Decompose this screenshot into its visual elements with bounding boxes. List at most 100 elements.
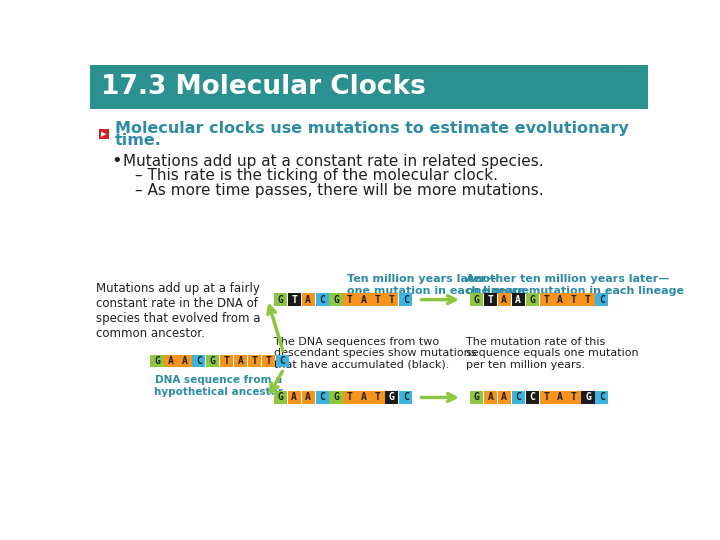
FancyBboxPatch shape [385,294,398,306]
FancyBboxPatch shape [498,392,510,403]
FancyBboxPatch shape [287,294,301,306]
Text: A: A [361,295,367,305]
Text: A: A [516,295,521,305]
FancyBboxPatch shape [372,294,384,306]
Text: T: T [487,295,493,305]
Text: A: A [557,295,563,305]
Text: T: T [571,393,577,402]
FancyBboxPatch shape [581,392,595,403]
FancyBboxPatch shape [343,294,356,306]
FancyBboxPatch shape [274,392,287,403]
FancyBboxPatch shape [179,355,192,367]
Text: A: A [501,295,507,305]
Text: T: T [375,393,381,402]
Text: C: C [529,393,535,402]
Text: T: T [389,295,395,305]
Text: C: C [403,295,409,305]
FancyBboxPatch shape [567,392,580,403]
Text: C: C [319,295,325,305]
FancyBboxPatch shape [330,392,343,403]
Text: G: G [474,295,480,305]
Text: A: A [361,393,367,402]
FancyBboxPatch shape [90,65,648,110]
Text: – As more time passes, there will be more mutations.: – As more time passes, there will be mor… [135,183,544,198]
Text: A: A [487,393,493,402]
FancyBboxPatch shape [164,355,178,367]
FancyBboxPatch shape [192,355,205,367]
FancyBboxPatch shape [498,294,510,306]
Text: C: C [319,393,325,402]
FancyBboxPatch shape [526,392,539,403]
Text: T: T [375,295,381,305]
FancyBboxPatch shape [399,294,413,306]
FancyBboxPatch shape [357,294,371,306]
Text: G: G [154,356,160,366]
FancyBboxPatch shape [554,294,567,306]
Text: G: G [333,393,339,402]
Text: G: G [277,393,283,402]
Text: A: A [557,393,563,402]
FancyBboxPatch shape [385,392,398,403]
Text: A: A [182,356,188,366]
Text: G: G [474,393,480,402]
Text: C: C [196,356,202,366]
Text: 17.3 Molecular Clocks: 17.3 Molecular Clocks [101,74,426,100]
FancyBboxPatch shape [287,392,301,403]
Text: The mutation rate of this
sequence equals one mutation
per ten million years.: The mutation rate of this sequence equal… [466,336,639,370]
FancyBboxPatch shape [343,392,356,403]
Text: Another ten million years later—
one more mutation in each lineage: Another ten million years later— one mor… [466,274,684,296]
FancyBboxPatch shape [399,392,413,403]
Text: C: C [279,356,286,366]
FancyBboxPatch shape [484,294,497,306]
FancyBboxPatch shape [372,392,384,403]
Text: A: A [292,393,297,402]
FancyBboxPatch shape [512,294,525,306]
FancyBboxPatch shape [234,355,248,367]
FancyBboxPatch shape [512,392,525,403]
FancyBboxPatch shape [274,294,287,306]
FancyBboxPatch shape [150,355,163,367]
FancyBboxPatch shape [315,294,329,306]
Text: G: G [585,393,591,402]
Text: G: G [210,356,216,366]
FancyBboxPatch shape [484,392,497,403]
Text: T: T [347,295,353,305]
Text: G: G [333,295,339,305]
Text: Mutations add up at a fairly
constant rate in the DNA of
species that evolved fr: Mutations add up at a fairly constant ra… [96,282,261,340]
Text: G: G [389,393,395,402]
Text: T: T [224,356,230,366]
Text: A: A [305,393,311,402]
Text: T: T [266,356,271,366]
Text: A: A [305,295,311,305]
FancyBboxPatch shape [357,392,371,403]
FancyBboxPatch shape [248,355,261,367]
Text: G: G [529,295,535,305]
Text: ▶: ▶ [102,131,107,137]
Text: C: C [599,295,605,305]
Text: T: T [292,295,297,305]
FancyBboxPatch shape [302,294,315,306]
Text: The DNA sequences from two
descendant species show mutations
that have accumulat: The DNA sequences from two descendant sp… [274,336,476,370]
FancyBboxPatch shape [469,294,483,306]
FancyBboxPatch shape [554,392,567,403]
FancyBboxPatch shape [220,355,233,367]
Text: C: C [516,393,521,402]
Text: Ten million years later—
one mutation in each lineage: Ten million years later— one mutation in… [347,274,529,296]
FancyBboxPatch shape [539,294,553,306]
Text: Mutations add up at a constant rate in related species.: Mutations add up at a constant rate in r… [123,153,544,168]
Text: A: A [168,356,174,366]
Text: T: T [252,356,258,366]
Text: T: T [571,295,577,305]
FancyBboxPatch shape [99,129,109,139]
Text: Molecular clocks use mutations to estimate evolutionary: Molecular clocks use mutations to estima… [114,121,629,136]
FancyBboxPatch shape [276,355,289,367]
FancyBboxPatch shape [595,392,608,403]
Text: T: T [347,393,353,402]
FancyBboxPatch shape [539,392,553,403]
FancyBboxPatch shape [526,294,539,306]
FancyBboxPatch shape [567,294,580,306]
Text: – This rate is the ticking of the molecular clock.: – This rate is the ticking of the molecu… [135,168,498,183]
Text: C: C [599,393,605,402]
FancyBboxPatch shape [206,355,220,367]
Text: T: T [543,393,549,402]
